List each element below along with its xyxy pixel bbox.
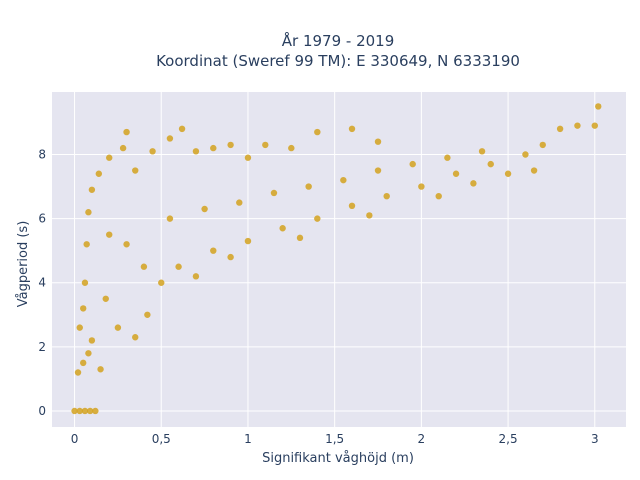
- data-point: [97, 366, 104, 373]
- data-point: [92, 407, 99, 415]
- data-point: [106, 154, 113, 161]
- data-point: [132, 334, 139, 341]
- data-point: [236, 199, 243, 206]
- data-point: [80, 305, 87, 312]
- data-point: [85, 209, 92, 216]
- x-tick-label: 0: [71, 432, 79, 446]
- data-point: [175, 263, 182, 270]
- data-point: [192, 148, 200, 155]
- data-point: [76, 407, 83, 415]
- data-point: [244, 154, 252, 161]
- data-point: [95, 170, 103, 177]
- x-tick-label: 1,5: [325, 432, 344, 446]
- data-point: [314, 215, 321, 222]
- data-point: [595, 103, 602, 110]
- data-point: [166, 215, 174, 222]
- data-point: [574, 122, 581, 129]
- data-point: [83, 241, 90, 248]
- chart-title-line-2: Koordinat (Sweref 99 TM): E 330649, N 63…: [156, 52, 520, 70]
- y-tick-label: 6: [38, 212, 46, 226]
- chart-title-line-1: År 1979 - 2019: [282, 31, 395, 50]
- data-point: [374, 167, 382, 174]
- y-axis-title: Vågperiod (s): [16, 221, 31, 308]
- data-point: [305, 183, 312, 190]
- data-point: [227, 141, 234, 149]
- data-point: [119, 144, 127, 152]
- data-point: [88, 186, 96, 193]
- data-point: [74, 369, 82, 376]
- data-point: [244, 237, 252, 245]
- data-point: [76, 324, 83, 331]
- x-tick-label: 0,5: [152, 432, 171, 446]
- data-point: [123, 128, 130, 136]
- data-point: [178, 125, 186, 133]
- x-tick-label: 1: [244, 432, 252, 446]
- data-point: [158, 279, 165, 286]
- data-point: [81, 279, 89, 286]
- data-point: [288, 144, 295, 152]
- data-point: [85, 350, 92, 357]
- data-point: [522, 151, 529, 158]
- data-point: [504, 170, 512, 177]
- x-axis-title: Signifikant våghöjd (m): [262, 451, 414, 466]
- data-point: [102, 295, 109, 302]
- data-point: [591, 122, 598, 129]
- y-tick-label: 0: [38, 404, 46, 418]
- data-point: [81, 407, 89, 415]
- data-point: [444, 154, 451, 161]
- y-tick-label: 8: [38, 148, 46, 162]
- x-tick-label: 2: [418, 432, 426, 446]
- data-point: [478, 148, 486, 155]
- y-tick-label: 2: [38, 340, 46, 354]
- grid-lines: [52, 92, 626, 427]
- data-point: [166, 135, 174, 142]
- data-point: [470, 180, 477, 187]
- data-point: [140, 263, 148, 270]
- data-point: [340, 176, 347, 184]
- data-point: [374, 138, 382, 145]
- data-point: [452, 170, 460, 177]
- data-point: [262, 141, 269, 149]
- data-point: [556, 125, 564, 133]
- data-point: [418, 183, 425, 190]
- data-point: [530, 167, 538, 174]
- data-point: [348, 125, 356, 133]
- data-point: [270, 189, 278, 197]
- data-point: [192, 273, 200, 280]
- data-point: [409, 160, 416, 168]
- data-point: [348, 202, 356, 210]
- data-point: [435, 192, 442, 200]
- data-point: [227, 253, 234, 261]
- data-point: [383, 192, 390, 200]
- data-point: [123, 241, 130, 248]
- data-point: [144, 311, 151, 318]
- data-point: [86, 407, 94, 415]
- data-point: [88, 337, 96, 344]
- data-point: [71, 407, 78, 415]
- data-point: [106, 231, 113, 238]
- data-point: [296, 234, 304, 242]
- data-point: [279, 225, 286, 232]
- y-tick-label: 4: [38, 276, 46, 290]
- data-point: [149, 148, 156, 155]
- data-point: [487, 160, 494, 168]
- data-point: [210, 247, 217, 254]
- data-point: [539, 141, 546, 149]
- data-point: [132, 167, 139, 174]
- tick-labels: 0 0,5 1 1,5 2 2,5 3 0 2 4 6 8: [38, 148, 598, 446]
- data-point: [114, 324, 122, 331]
- data-point: [201, 205, 208, 213]
- data-point: [80, 359, 87, 367]
- data-point: [314, 128, 321, 136]
- x-tick-label: 2,5: [499, 432, 518, 446]
- plot-area: [52, 92, 626, 427]
- data-points: [71, 103, 602, 415]
- x-tick-label: 3: [591, 432, 599, 446]
- data-point: [366, 212, 373, 219]
- data-point: [210, 144, 217, 152]
